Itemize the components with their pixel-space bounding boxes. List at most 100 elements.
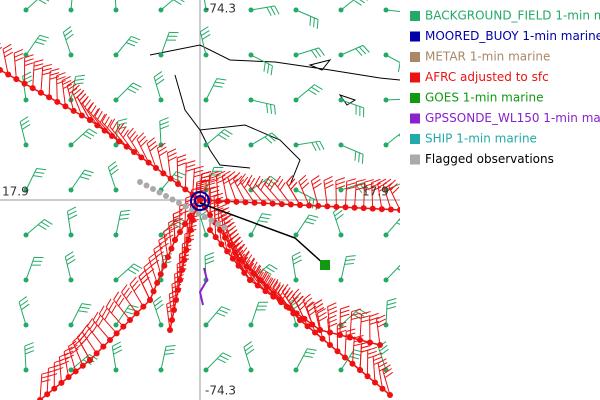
background-dot: [68, 367, 74, 373]
afrc-barb: [352, 334, 364, 364]
background-barb: [340, 99, 365, 118]
background-dot: [293, 367, 299, 373]
afrc-barb: [213, 192, 224, 223]
afrc-dot: [70, 107, 77, 114]
afrc-barb: [327, 302, 338, 333]
afrc-barb: [367, 346, 377, 377]
afrc-dot: [154, 279, 161, 286]
background-barb: [205, 306, 231, 326]
legend-swatch: [410, 52, 420, 62]
afrc-dot: [93, 350, 100, 357]
afrc-dot: [87, 357, 93, 363]
background-dot: [203, 142, 209, 148]
afrc-barb: [121, 284, 138, 314]
afrc-barb: [86, 318, 104, 347]
background-barb: [204, 252, 215, 281]
afrc-barb: [298, 174, 310, 206]
legend-swatch: [410, 113, 420, 124]
afrc-barb: [53, 359, 64, 389]
afrc-barb: [129, 276, 144, 307]
background-dot: [248, 52, 254, 58]
afrc-dot: [312, 329, 318, 336]
afrc-dot: [46, 94, 53, 101]
background-barb: [70, 303, 92, 326]
afrc-dot: [372, 379, 378, 386]
track-line: [89, 119, 201, 201]
afrc-barb: [163, 226, 174, 258]
afrc-dot: [319, 335, 326, 342]
afrc-dot: [254, 282, 261, 289]
background-barb: [66, 206, 78, 236]
background-dot: [68, 187, 74, 193]
afrc-barb: [148, 252, 160, 284]
afrc-barb: [316, 308, 328, 339]
afrc-barb: [239, 173, 255, 204]
background-dot: [23, 322, 29, 328]
background-barb: [153, 71, 165, 101]
legend-swatch: [410, 11, 420, 21]
afrc-barb: [81, 323, 98, 354]
afrc-dot: [138, 154, 145, 161]
background-barb: [19, 116, 31, 146]
afrc-barb: [92, 311, 111, 341]
afrc-dot: [182, 221, 188, 227]
afrc-dot: [224, 198, 231, 205]
background-barb: [152, 296, 164, 326]
background-dot: [113, 52, 119, 58]
afrc-dot: [160, 170, 167, 177]
background-dot: [23, 97, 29, 103]
afrc-barb: [13, 48, 24, 80]
afrc-barb: [217, 199, 228, 231]
background-dot: [68, 232, 74, 238]
background-dot: [113, 142, 119, 148]
afrc-barb: [208, 171, 219, 201]
flagged-dot: [143, 182, 150, 189]
background-barb: [115, 82, 142, 101]
background-dot: [338, 52, 344, 58]
background-barb: [199, 26, 211, 56]
sonde-track: [198, 267, 209, 306]
background-barb: [250, 301, 269, 326]
afrc-dot: [29, 85, 36, 92]
afrc-barb: [215, 170, 226, 201]
flagged-dot: [215, 221, 221, 227]
afrc-dot: [0, 67, 3, 73]
afrc-barb: [24, 54, 34, 84]
afrc-barb: [344, 178, 357, 208]
afrc-dot: [293, 310, 300, 317]
afrc-dot: [175, 181, 181, 187]
flagged-dot: [221, 224, 228, 231]
afrc-dot: [161, 262, 168, 269]
afrc-dot: [251, 199, 258, 206]
afrc-dot: [131, 149, 137, 155]
background-barb: [115, 304, 139, 326]
afrc-dot: [317, 327, 323, 333]
background-dot: [158, 367, 164, 373]
grid-label: 17.9: [362, 185, 389, 199]
afrc-dot: [167, 175, 174, 182]
coastline: [149, 44, 400, 186]
flagged-dot: [176, 200, 182, 206]
afrc-dot: [397, 207, 400, 213]
background-barb: [160, 344, 176, 371]
afrc-barb: [382, 178, 394, 210]
afrc-barb: [335, 177, 346, 207]
background-barb: [115, 35, 141, 56]
afrc-dot: [242, 199, 249, 206]
background-barb: [340, 0, 368, 11]
afrc-barb: [192, 165, 204, 195]
afrc-dot: [133, 310, 140, 317]
background-dot: [293, 277, 299, 283]
background-barb: [385, 183, 400, 191]
afrc-barb: [254, 175, 274, 204]
afrc-barb: [313, 299, 325, 331]
afrc-barb: [32, 59, 44, 89]
afrc-barb: [310, 175, 322, 207]
background-barb: [385, 217, 400, 236]
background-dot: [23, 7, 29, 13]
afrc-dot: [116, 138, 123, 145]
background-barb: [295, 348, 317, 371]
afrc-barb: [336, 321, 347, 352]
afrc-dot: [58, 379, 65, 386]
